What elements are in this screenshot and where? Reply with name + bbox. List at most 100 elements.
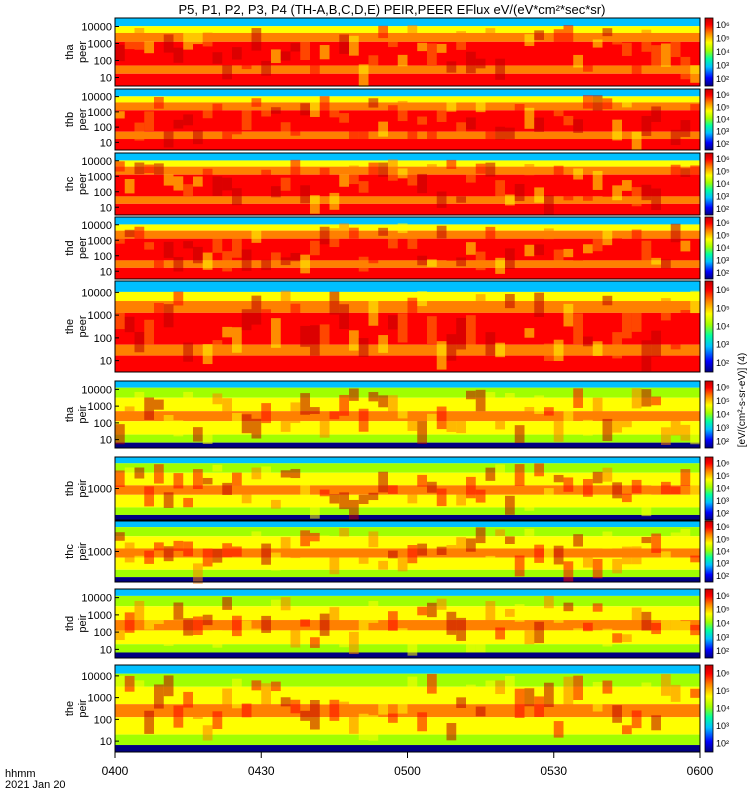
spectro-cell xyxy=(251,28,262,51)
spectro-cell xyxy=(583,95,593,109)
spectro-cell xyxy=(154,684,164,709)
spectro-band xyxy=(115,89,700,97)
spectro-cell xyxy=(241,56,252,70)
spectro-cell xyxy=(144,610,154,630)
colorbar-tick-label: 10⁶ xyxy=(716,522,730,532)
spectro-cell xyxy=(514,464,525,486)
panel-thd-peir: 10 100 1000 10000 thd peir 10² 10³ 10⁴ 10⁵ 10⁶ xyxy=(64,588,730,659)
spectro-cell xyxy=(592,603,603,612)
spectro-cell xyxy=(651,330,661,357)
spectro-cell xyxy=(251,187,262,195)
spectro-cell xyxy=(534,117,544,132)
spectro-cell xyxy=(173,119,184,129)
spectro-cell xyxy=(690,65,700,83)
spectro-cell xyxy=(261,309,271,323)
y-label-probe: thc xyxy=(64,544,76,559)
spectro-cell xyxy=(115,627,125,641)
spectro-cell xyxy=(134,391,145,400)
spectro-cell xyxy=(602,467,613,482)
colorbar-tick-label: 10³ xyxy=(716,191,729,201)
spectro-cell xyxy=(349,165,359,185)
colorbar-tick-label: 10⁴ xyxy=(716,619,730,629)
spectro-cell xyxy=(417,291,427,307)
spectro-band xyxy=(115,589,700,596)
panel-frame xyxy=(114,380,701,449)
spectro-cell xyxy=(349,330,359,351)
spectro-cell xyxy=(690,104,700,113)
spectro-cell xyxy=(651,45,661,68)
spectro-cell xyxy=(329,107,340,118)
spectro-cell xyxy=(163,174,174,186)
spectro-cell xyxy=(563,406,574,426)
spectro-cell xyxy=(163,492,174,508)
spectro-cell xyxy=(436,341,447,370)
spectro-cell xyxy=(475,163,486,174)
spectro-cell xyxy=(212,549,223,563)
spectro-cell xyxy=(407,634,418,656)
spectro-cell xyxy=(641,494,652,517)
spectro-cell xyxy=(290,159,301,179)
spectro-cell xyxy=(300,325,310,347)
spectro-cell xyxy=(651,257,661,265)
spectro-cell xyxy=(388,105,398,117)
spectro-cell xyxy=(427,316,437,344)
spectro-cell xyxy=(222,65,232,80)
spectro-cell xyxy=(534,292,544,317)
spectro-cell xyxy=(505,536,515,545)
spectro-cell xyxy=(349,631,359,655)
spectro-cell xyxy=(163,34,174,53)
spectro-cell xyxy=(592,681,603,712)
colorbar-tick-label: 10⁶ xyxy=(716,669,730,679)
spectro-cell xyxy=(524,630,535,645)
spectro-cell xyxy=(261,169,271,176)
spectro-cell xyxy=(475,706,486,717)
spectro-cell xyxy=(505,248,515,269)
spectro-cell xyxy=(290,43,301,52)
x-tick-label: 0500 xyxy=(394,764,421,778)
spectro-cell xyxy=(339,174,349,187)
colorbar-tick-label: 10² xyxy=(716,204,729,214)
spectro-cell xyxy=(690,165,700,176)
colorbar-tick-label: 10² xyxy=(716,509,729,519)
y-tick-label: 100 xyxy=(94,187,112,199)
spectro-cell xyxy=(436,43,447,53)
y-tick-label: 100 xyxy=(94,122,112,134)
spectro-cell xyxy=(661,176,671,190)
spectro-cell xyxy=(466,117,476,130)
x-tick-label: 0530 xyxy=(540,764,567,778)
spectro-cell xyxy=(300,393,310,415)
y-tick-label: 1000 xyxy=(88,693,112,705)
spectro-cell xyxy=(573,54,583,68)
spectro-cell xyxy=(456,196,466,203)
spectro-cell xyxy=(622,246,632,257)
spectro-cell xyxy=(505,495,515,515)
spectro-cell xyxy=(173,473,184,489)
spectro-cell xyxy=(144,41,154,54)
spectro-cell xyxy=(436,107,447,122)
spectro-cell xyxy=(485,332,496,356)
y-tick-label: 10000 xyxy=(81,384,112,396)
spectro-cell xyxy=(222,482,232,495)
y-tick-label: 10000 xyxy=(81,593,112,605)
spectro-cell xyxy=(427,130,437,146)
spectro-cell xyxy=(319,689,330,705)
spectro-cell xyxy=(583,687,593,703)
spectro-cell xyxy=(251,98,262,107)
spectro-cell xyxy=(485,467,496,481)
panel-frame xyxy=(114,17,701,87)
spectro-cell xyxy=(251,680,262,691)
spectro-cell xyxy=(339,113,349,123)
spectro-cell xyxy=(290,402,301,424)
y-label-probe: the xyxy=(64,319,76,334)
colorbar-tick-label: 10⁴ xyxy=(716,243,730,253)
spectro-cell xyxy=(329,228,340,248)
spectro-cell xyxy=(300,710,310,721)
x-corner-label: hhmm xyxy=(5,768,36,780)
spectro-cell xyxy=(134,680,145,690)
spectro-cell xyxy=(183,618,193,636)
spectro-cell xyxy=(641,240,652,262)
spectro-band xyxy=(115,665,700,674)
spectro-cell xyxy=(232,188,242,206)
spectro-cell xyxy=(241,703,252,718)
chart-title: P5, P1, P2, P3, P4 (TH-A,B,C,D,E) PEIR,P… xyxy=(179,2,606,17)
